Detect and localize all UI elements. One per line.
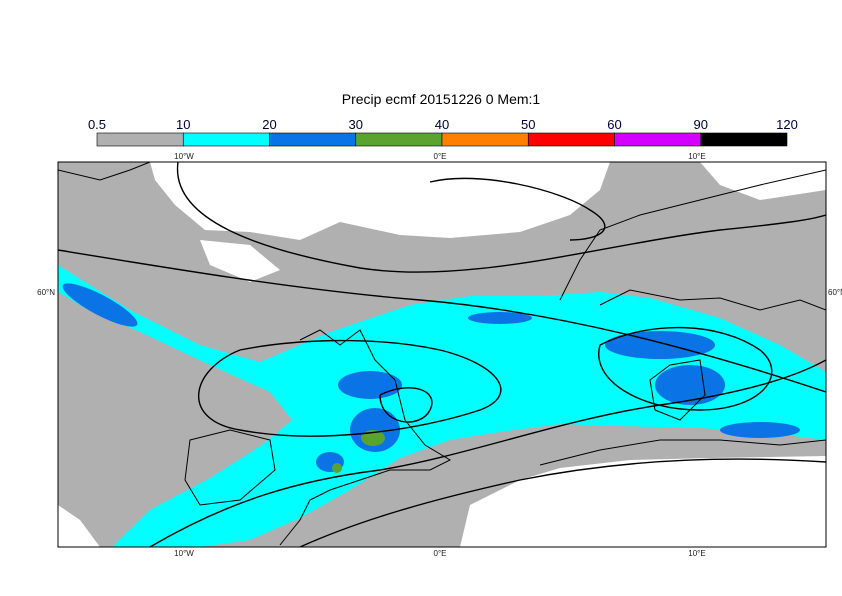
precip-blob xyxy=(468,312,532,324)
map-frame xyxy=(57,161,827,548)
dry-area xyxy=(700,162,826,200)
colorbar-segment xyxy=(355,132,443,147)
colorbar-label: 90 xyxy=(694,117,708,132)
colorbar-segment xyxy=(182,132,270,147)
precip-blob xyxy=(720,422,800,438)
colorbar-label: 120 xyxy=(776,117,798,132)
lat-label: 60°N xyxy=(37,288,55,297)
colorbar-segment xyxy=(441,132,529,147)
lon-label: 0°E xyxy=(434,152,447,161)
precip-blob xyxy=(605,331,715,359)
title: Precip ecmf 20151226 0 Mem:1 xyxy=(342,91,541,107)
dry-area xyxy=(150,162,610,240)
dry-area xyxy=(460,456,826,547)
coastlines xyxy=(58,162,826,546)
colorbar-label: 50 xyxy=(521,117,535,132)
colorbar-label: 20 xyxy=(262,117,276,132)
colorbar-segment xyxy=(269,132,357,147)
lon-label: 10°W xyxy=(174,152,194,161)
precip-blob xyxy=(655,365,725,405)
dry-area xyxy=(200,240,280,282)
map xyxy=(57,161,827,548)
precip-blob xyxy=(62,283,138,327)
colorbar-label: 40 xyxy=(435,117,449,132)
lon-label: 10°E xyxy=(688,152,705,161)
colorbar-label: 0.5 xyxy=(88,117,106,132)
lon-label: 10°E xyxy=(688,549,705,558)
lon-label: 0°E xyxy=(434,549,447,558)
colorbar-segment xyxy=(527,132,615,147)
precip-blob xyxy=(338,371,402,399)
dry-area xyxy=(58,505,100,547)
precip-core xyxy=(332,463,342,473)
colorbar-label: 60 xyxy=(607,117,621,132)
colorbar-label: 10 xyxy=(176,117,190,132)
precip-core xyxy=(361,430,385,446)
colorbar-label: 30 xyxy=(349,117,363,132)
lon-label: 10°W xyxy=(174,549,194,558)
colorbar-segment xyxy=(614,132,702,147)
lat-label: 60°N xyxy=(828,288,842,297)
colorbar-segment xyxy=(700,132,788,147)
colorbar-segment xyxy=(96,132,184,147)
